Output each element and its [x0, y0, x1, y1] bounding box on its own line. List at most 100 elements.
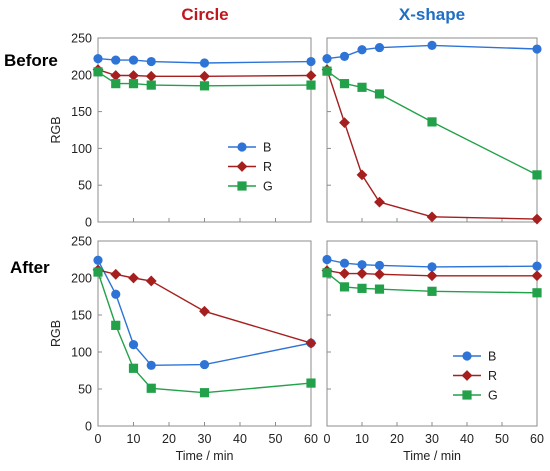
data-point-R [128, 70, 139, 81]
data-point-R [374, 196, 385, 208]
data-point-B [357, 260, 367, 270]
data-point-B [93, 255, 103, 265]
y-axis-label: RGB [49, 116, 63, 143]
panel-before-xshape [321, 37, 543, 225]
data-point-B [146, 360, 156, 370]
series-B [93, 54, 316, 68]
y-tick-label: 0 [85, 420, 92, 434]
column-title-circle: Circle [181, 5, 228, 24]
data-point-G [93, 267, 103, 277]
data-point-G [306, 80, 316, 90]
data-point-B [199, 58, 210, 68]
data-point-G [339, 79, 350, 89]
series-B [322, 40, 542, 64]
legend: BRG [453, 350, 498, 403]
data-point-B [427, 262, 437, 272]
data-point-G [357, 283, 367, 293]
y-tick-label: 250 [71, 32, 92, 46]
x-tick-label: 10 [127, 432, 141, 446]
data-point-G [322, 66, 332, 76]
data-point-R [110, 268, 122, 280]
data-point-B [532, 44, 542, 54]
y-tick-label: 250 [71, 235, 92, 249]
data-point-B [93, 54, 103, 64]
data-point-B [128, 340, 139, 350]
x-tick-label: 60 [530, 432, 544, 446]
x-tick-label: 40 [233, 432, 247, 446]
legend-label-R: R [488, 369, 497, 383]
x-tick-label: 30 [425, 432, 439, 446]
data-point-R [531, 213, 543, 225]
data-point-R [356, 268, 368, 279]
series-G [322, 268, 542, 298]
series-B [322, 254, 542, 272]
legend-marker-B [462, 351, 472, 361]
data-point-B [111, 289, 121, 299]
data-point-G [146, 383, 156, 393]
row-title-before: Before [4, 51, 58, 70]
data-point-G [339, 282, 350, 292]
data-point-R [339, 268, 350, 279]
y-tick-label: 100 [71, 142, 92, 156]
series-R [92, 264, 317, 349]
data-point-R [199, 305, 210, 317]
data-point-R [374, 268, 385, 280]
series-G [93, 267, 316, 398]
data-point-B [322, 254, 332, 265]
data-point-B [322, 54, 332, 64]
x-tick-label: 0 [95, 432, 102, 446]
data-point-B [146, 56, 156, 67]
data-point-G [427, 286, 437, 296]
data-point-R [339, 117, 350, 129]
legend: BRG [228, 141, 273, 194]
y-tick-label: 50 [78, 179, 92, 193]
data-point-R [128, 272, 139, 284]
data-point-G [111, 79, 121, 89]
data-point-R [145, 275, 157, 287]
data-point-R [531, 270, 543, 282]
data-point-G [93, 67, 103, 77]
legend-label-B: B [263, 141, 271, 155]
y-tick-label: 100 [71, 346, 92, 360]
legend-label-G: G [263, 180, 273, 194]
legend-label-R: R [263, 160, 272, 174]
x-tick-label: 20 [390, 432, 404, 446]
x-tick-label: 30 [198, 432, 212, 446]
data-point-G [199, 388, 210, 398]
series-R [321, 64, 543, 225]
series-G [93, 67, 316, 91]
data-point-B [532, 261, 542, 271]
data-point-G [306, 378, 316, 388]
y-axis-label: RGB [49, 320, 63, 347]
x-axis-label: Time / min [176, 449, 234, 463]
data-point-G [357, 82, 367, 92]
x-tick-label: 50 [269, 432, 283, 446]
y-tick-label: 150 [71, 309, 92, 323]
data-point-B [357, 45, 367, 55]
data-point-G [532, 170, 542, 180]
data-point-B [111, 55, 121, 65]
y-tick-label: 50 [78, 383, 92, 397]
data-point-G [532, 288, 542, 298]
data-point-B [306, 56, 316, 67]
data-point-G [146, 80, 156, 90]
x-tick-label: 50 [495, 432, 509, 446]
panel-after-circle: 0 50 100 150 200 250 0 10 20 30 40 50 60 RGB Time / mi… [49, 235, 318, 464]
data-point-G [199, 81, 210, 91]
series-line-G [97, 271, 312, 394]
data-point-G [128, 79, 139, 89]
data-point-B [374, 260, 385, 271]
x-tick-label: 20 [162, 432, 176, 446]
x-tick-label: 60 [304, 432, 318, 446]
x-tick-label: 0 [324, 432, 331, 446]
data-point-G [374, 284, 385, 294]
data-point-R [145, 70, 157, 82]
data-point-B [374, 42, 385, 53]
data-point-B [427, 40, 437, 50]
panel-after-xshape: 0 10 20 30 40 50 60 Time / min BRG [321, 240, 544, 463]
data-point-B [128, 55, 139, 65]
y-tick-label: 150 [71, 105, 92, 119]
data-point-G [111, 320, 121, 330]
